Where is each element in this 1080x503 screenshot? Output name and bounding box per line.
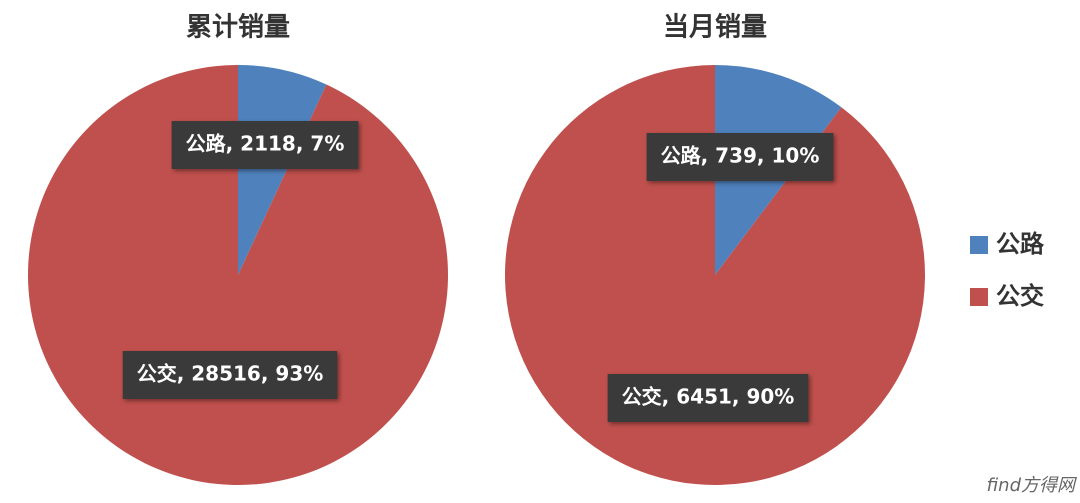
legend-label: 公交 xyxy=(996,282,1044,310)
legend-swatch xyxy=(970,288,988,306)
data-label-text: 公交, 28516, 93% xyxy=(137,362,324,386)
pie-slice xyxy=(238,65,327,275)
data-label-box xyxy=(646,133,834,181)
chart-title: 当月销量 xyxy=(663,13,767,43)
data-label-text: 公交, 6451, 90% xyxy=(622,385,795,409)
data-label-text: 公路, 2118, 7% xyxy=(186,132,345,156)
data-label-box xyxy=(122,351,338,399)
legend-label: 公路 xyxy=(996,230,1045,258)
data-label: 公路, 2118, 7% xyxy=(171,121,359,169)
legend-swatch xyxy=(970,236,988,254)
watermark: find方得网 xyxy=(987,475,1077,496)
data-label: 公交, 6451, 90% xyxy=(607,374,809,422)
chart-title: 累计销量 xyxy=(186,13,290,43)
data-label: 公路, 739, 10% xyxy=(646,133,834,181)
data-label: 公交, 28516, 93% xyxy=(122,351,338,399)
data-label-box xyxy=(607,374,809,422)
data-label-box xyxy=(171,121,359,169)
data-label-text: 公路, 739, 10% xyxy=(661,144,820,168)
